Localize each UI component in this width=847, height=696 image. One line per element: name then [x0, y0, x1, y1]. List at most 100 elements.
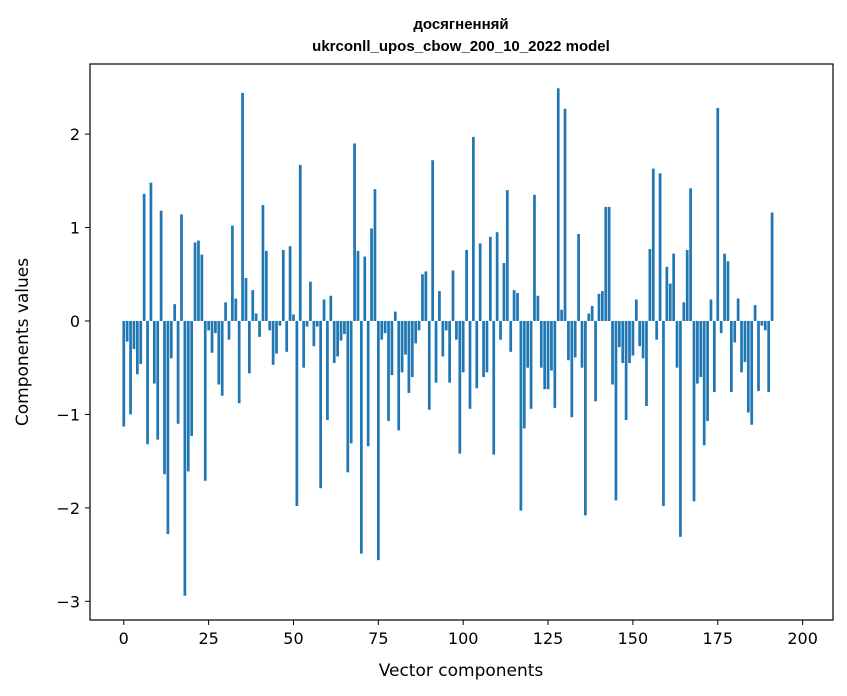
- bar-104: [475, 320, 479, 389]
- bar-36: [244, 277, 248, 321]
- bar-130: [563, 108, 567, 321]
- x-tick-label: 25: [198, 629, 218, 648]
- bar-129: [560, 309, 563, 321]
- bar-175: [716, 107, 720, 321]
- bar-164: [679, 320, 682, 537]
- bar-94: [441, 320, 445, 357]
- bar-103: [472, 136, 475, 321]
- bar-8: [149, 182, 153, 321]
- bar-65: [343, 320, 346, 335]
- bar-87: [417, 320, 421, 331]
- bar-182: [740, 320, 743, 373]
- bar-121: [533, 194, 536, 321]
- bar-51: [295, 320, 299, 506]
- bar-147: [621, 320, 625, 364]
- bar-100: [461, 320, 465, 373]
- bar-6: [142, 193, 146, 321]
- bar-152: [638, 320, 642, 347]
- bar-124: [543, 320, 547, 390]
- bar-150: [631, 320, 635, 356]
- bar-99: [458, 320, 462, 454]
- bar-174: [713, 320, 716, 392]
- bar-142: [604, 206, 608, 321]
- bar-80: [393, 311, 397, 321]
- bar-179: [729, 320, 733, 392]
- bar-55: [309, 281, 312, 321]
- bar-143: [607, 206, 611, 321]
- bar-78: [387, 320, 390, 421]
- bar-19: [186, 320, 190, 472]
- bar-176: [719, 320, 723, 334]
- bar-139: [594, 320, 597, 402]
- x-axis-label: Vector components: [379, 661, 544, 681]
- bar-98: [455, 320, 458, 340]
- bar-35: [241, 92, 244, 321]
- bar-141: [601, 291, 604, 321]
- bar-114: [509, 320, 513, 352]
- x-tick-label: 100: [448, 629, 479, 648]
- bar-118: [522, 320, 526, 429]
- bar-88: [421, 274, 424, 321]
- bar-21: [193, 242, 197, 321]
- bar-32: [231, 225, 234, 321]
- bar-95: [444, 320, 448, 331]
- bar-154: [645, 320, 648, 407]
- x-tick-label: 125: [533, 629, 564, 648]
- bar-96: [448, 320, 451, 383]
- bar-34: [237, 320, 241, 404]
- bar-24: [203, 320, 207, 481]
- bar-29: [220, 320, 224, 396]
- bars-group: [122, 88, 774, 596]
- bar-109: [492, 320, 496, 455]
- bar-166: [685, 249, 689, 321]
- bar-54: [305, 320, 309, 327]
- bar-180: [733, 320, 737, 343]
- bar-72: [366, 320, 370, 447]
- bar-5: [139, 320, 143, 364]
- bar-171: [702, 320, 706, 446]
- bar-148: [624, 320, 628, 421]
- bar-14: [169, 320, 173, 359]
- y-tick-label: 0: [70, 312, 80, 331]
- bar-57: [315, 320, 319, 327]
- bar-162: [672, 253, 675, 321]
- bar-177: [723, 253, 726, 321]
- bar-102: [468, 320, 472, 409]
- bar-59: [322, 299, 326, 321]
- bar-146: [617, 320, 621, 348]
- x-tick-label: 50: [283, 629, 303, 648]
- bar-159: [662, 320, 665, 506]
- y-axis-ticks: −3 −2 −1 0 1 2: [56, 125, 90, 611]
- bar-145: [614, 320, 618, 501]
- x-tick-label: 175: [702, 629, 733, 648]
- y-tick-label: 1: [70, 219, 80, 238]
- bar-42: [264, 250, 268, 321]
- bar-61: [329, 295, 333, 321]
- bar-111: [499, 320, 502, 340]
- bar-17: [180, 214, 183, 321]
- bar-128: [556, 88, 560, 321]
- bar-43: [268, 320, 272, 331]
- bar-186: [753, 305, 757, 321]
- bar-62: [332, 320, 336, 364]
- bar-67: [349, 320, 353, 444]
- bar-41: [261, 205, 265, 321]
- bar-66: [346, 320, 350, 473]
- bar-4: [135, 320, 139, 375]
- chart-title-line-1: досягненняй: [413, 16, 508, 33]
- bar-23: [200, 254, 204, 321]
- bar-12: [163, 320, 166, 475]
- bar-127: [553, 320, 557, 408]
- bar-173: [709, 299, 713, 321]
- bar-140: [597, 293, 601, 321]
- bar-131: [567, 320, 570, 361]
- bar-83: [404, 320, 407, 355]
- bar-73: [370, 228, 373, 321]
- bar-185: [750, 320, 754, 425]
- bar-85: [410, 320, 414, 378]
- bar-112: [502, 263, 506, 321]
- plot-frame: [89, 63, 834, 621]
- bar-110: [495, 232, 499, 321]
- bar-79: [390, 320, 394, 376]
